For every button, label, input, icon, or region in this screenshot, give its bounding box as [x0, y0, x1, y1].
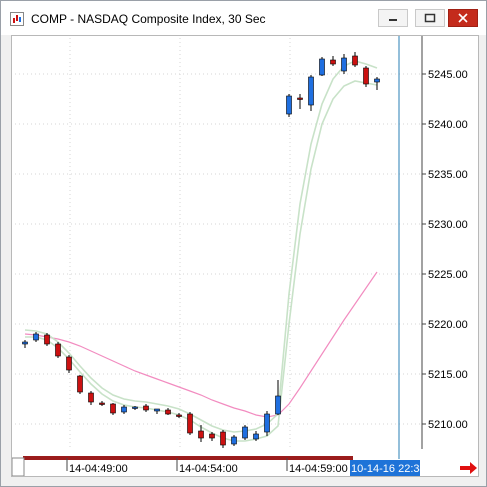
candle-body	[22, 341, 28, 345]
candle-body	[110, 403, 116, 414]
highlighted-time-label: 10-14-16 22:34:00	[351, 463, 441, 475]
candle-body	[165, 409, 171, 415]
title-bar[interactable]: COMP - NASDAQ Composite Index, 30 Sec	[1, 1, 486, 35]
candle-body	[297, 97, 303, 100]
close-button[interactable]	[448, 9, 478, 27]
x-tick-label: 14-04:49:00	[69, 463, 128, 475]
candle-body	[66, 356, 72, 371]
candle-body	[253, 433, 259, 440]
candle-body	[308, 76, 314, 106]
candle-body	[132, 406, 138, 409]
candle-body	[374, 78, 380, 83]
candle-body	[44, 334, 50, 345]
ma-pink-line	[24, 271, 378, 418]
candle-body	[176, 414, 182, 417]
candle-body	[275, 395, 281, 415]
chart-app-icon	[10, 12, 24, 26]
y-tick-label: 5235.00	[428, 169, 468, 181]
minimize-icon	[389, 19, 397, 21]
candle-body	[286, 95, 292, 115]
candle-body	[319, 58, 325, 76]
candle-body	[187, 413, 193, 434]
window-title: COMP - NASDAQ Composite Index, 30 Sec	[31, 12, 266, 26]
candle-body	[198, 430, 204, 439]
minimize-button[interactable]	[378, 9, 408, 27]
candle-body	[220, 431, 226, 446]
candle-body	[88, 392, 94, 403]
y-tick-label: 5220.00	[428, 319, 468, 331]
y-tick-label: 5230.00	[428, 219, 468, 231]
timeline-bar	[23, 456, 353, 460]
x-tick-label: 14-04:59:00	[289, 463, 348, 475]
candle-body	[242, 426, 248, 439]
highlight-bg	[350, 460, 420, 476]
candle-body	[231, 436, 237, 445]
red-arrow-right-icon[interactable]	[459, 459, 479, 477]
x-tick-label: 14-04:54:00	[179, 463, 238, 475]
price-chart[interactable]: 5210.00 5215.00 5220.00 5225.00 5230.00 5235.…	[12, 36, 478, 476]
candle-body	[363, 67, 369, 85]
candle-body	[154, 408, 160, 412]
y-tick-label: 5245.00	[428, 69, 468, 81]
candle-body	[330, 59, 336, 65]
candle-body	[209, 433, 215, 439]
y-tick-label: 5210.00	[428, 419, 468, 431]
close-icon	[458, 13, 468, 23]
candle-body	[99, 402, 105, 405]
candle-body	[33, 333, 39, 341]
ma-fast-upper-line	[24, 60, 378, 433]
maximize-icon	[424, 13, 436, 23]
y-tick-label: 5240.00	[428, 119, 468, 131]
candle-body	[341, 57, 347, 72]
candle-body	[143, 405, 149, 411]
y-tick-label: 5215.00	[428, 369, 468, 381]
chart-area[interactable]: 5210.00 5215.00 5220.00 5225.00 5230.00 5235.…	[11, 35, 479, 477]
candle-body	[264, 413, 270, 433]
candle-body	[352, 55, 358, 66]
y-tick-label: 5225.00	[428, 269, 468, 281]
timeline-scroll-box	[12, 457, 25, 476]
candle-body	[121, 406, 127, 413]
candle-body	[77, 375, 83, 393]
candle-body	[55, 343, 61, 357]
maximize-button[interactable]	[415, 9, 445, 27]
